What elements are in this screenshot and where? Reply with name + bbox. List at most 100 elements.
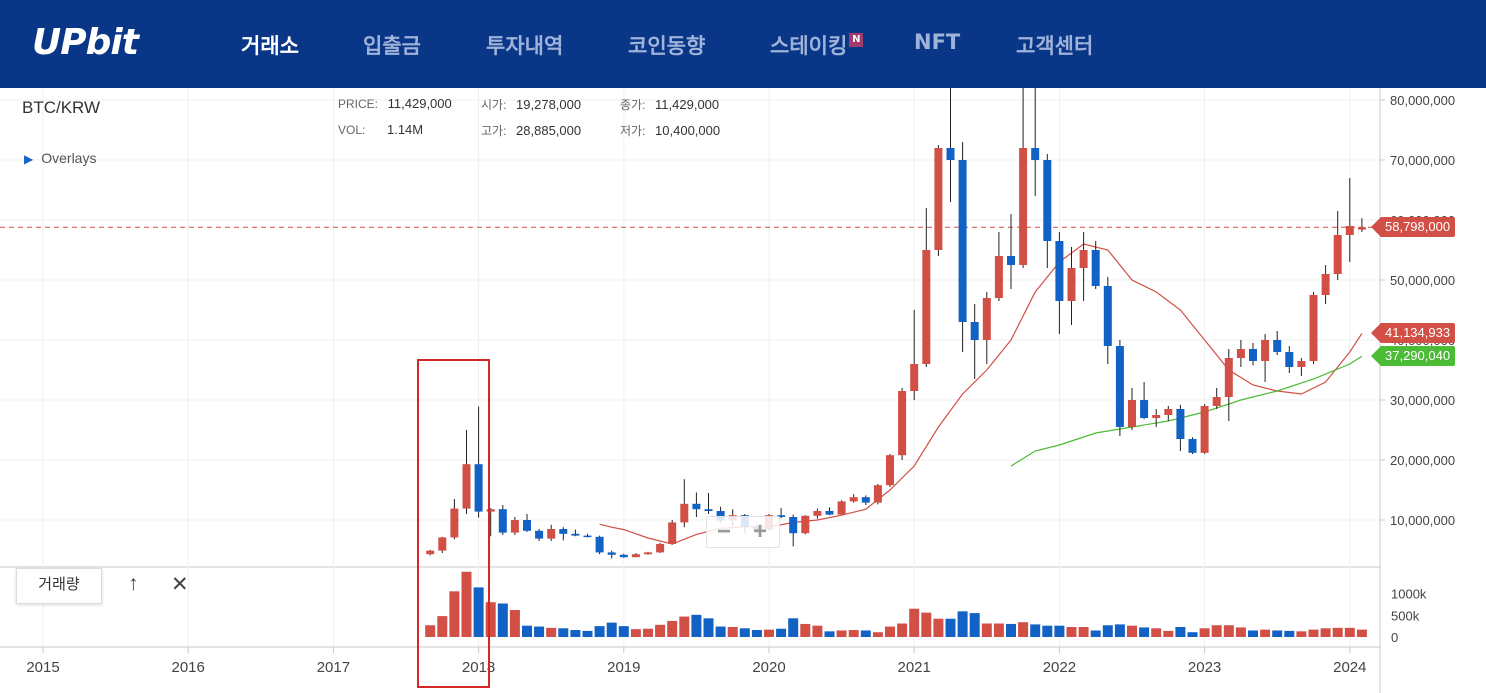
candle bbox=[1285, 346, 1294, 373]
nav-customer-center[interactable]: 고객센터 bbox=[1016, 34, 1094, 58]
volume-bar bbox=[885, 626, 895, 637]
candle-body bbox=[668, 522, 677, 544]
nav-nft[interactable]: NFT bbox=[914, 30, 961, 54]
candle-body bbox=[1067, 268, 1076, 301]
volume-bar bbox=[606, 622, 617, 637]
zoom-out-button[interactable]: − bbox=[717, 518, 732, 545]
candle bbox=[1176, 404, 1185, 451]
arrow-up-icon[interactable]: ↑ bbox=[128, 572, 139, 595]
candle bbox=[910, 310, 919, 400]
volume-panel-label-button[interactable]: 거래량 bbox=[16, 568, 102, 604]
close-icon[interactable]: ✕ bbox=[171, 573, 189, 596]
candle-body bbox=[1273, 340, 1282, 352]
chart-area[interactable]: 2015 2016 2017 2018 2019 2020 2021 2022 2023 2024… bbox=[0, 88, 1486, 693]
candle bbox=[1345, 178, 1354, 262]
candle bbox=[1115, 340, 1124, 436]
candle bbox=[994, 232, 1003, 301]
highlight-box bbox=[417, 359, 490, 688]
y-tick-label: 80,000,000 bbox=[1390, 93, 1455, 108]
volume-bar bbox=[788, 618, 799, 637]
nav-staking[interactable]: 스테이킹 N bbox=[770, 30, 864, 60]
volume-bar bbox=[485, 602, 496, 637]
candle-body bbox=[1031, 148, 1040, 160]
x-tick-label: 2017 bbox=[317, 659, 350, 676]
candle-body bbox=[849, 497, 858, 502]
ma-green-price-tag: 37,290,040 bbox=[1370, 346, 1456, 366]
volume-bar bbox=[473, 587, 484, 637]
volume-bar bbox=[897, 623, 908, 637]
nav-investment-history[interactable]: 투자내역 bbox=[486, 34, 564, 58]
volume-bar bbox=[1248, 630, 1258, 637]
info-open-value: 19,278,000 bbox=[516, 97, 582, 112]
candle bbox=[498, 505, 507, 535]
info-price-label: PRICE: bbox=[338, 97, 379, 111]
candle-body bbox=[1297, 361, 1306, 367]
nav-deposit-withdraw[interactable]: 입출금 bbox=[363, 34, 421, 58]
candle-body bbox=[982, 298, 991, 340]
candle-body bbox=[1236, 349, 1245, 358]
candle-body bbox=[1261, 340, 1270, 361]
volume-bar bbox=[739, 628, 750, 637]
overlays-toggle[interactable]: ▶ Overlays bbox=[24, 150, 96, 166]
candle-body bbox=[861, 497, 870, 503]
top-navigation-bar: UPbit 거래소 입출금 투자내역 코인동향 스테이킹 N NFT 고객센터 bbox=[0, 0, 1486, 88]
market-pair-label: BTC/KRW bbox=[22, 98, 101, 117]
volume-bar bbox=[824, 631, 835, 637]
candle bbox=[1055, 232, 1064, 334]
candle bbox=[813, 508, 822, 519]
x-tick-label: 2018 bbox=[462, 659, 495, 676]
candle-body bbox=[1224, 358, 1233, 397]
candle bbox=[1128, 388, 1136, 430]
candle-body bbox=[970, 322, 979, 340]
volume-bar bbox=[1139, 627, 1150, 637]
info-price: PRICE: 11,429,000 bbox=[338, 96, 452, 111]
volume-bar bbox=[776, 628, 787, 637]
zoom-in-button[interactable]: + bbox=[753, 518, 768, 545]
candle bbox=[789, 514, 798, 547]
candle bbox=[1152, 409, 1161, 427]
volume-axis-ticks: 1000k 500k 0 bbox=[1391, 587, 1427, 646]
candle-body bbox=[1091, 250, 1100, 286]
upbit-logo[interactable]: UPbit bbox=[32, 22, 139, 63]
volume-bar bbox=[860, 630, 871, 637]
candle bbox=[450, 499, 459, 540]
info-volume-label: VOL: bbox=[338, 123, 366, 137]
play-triangle-icon: ▶ bbox=[24, 152, 34, 166]
candle bbox=[486, 508, 495, 537]
volume-bar bbox=[1296, 631, 1307, 637]
volume-bar bbox=[1332, 627, 1343, 637]
volume-bar bbox=[1187, 632, 1198, 637]
candle-body bbox=[1212, 397, 1221, 406]
volume-bar bbox=[509, 610, 520, 637]
candle-body bbox=[898, 391, 907, 456]
candle-body bbox=[523, 520, 531, 531]
candle-body bbox=[1140, 400, 1149, 418]
volume-tick-label: 0 bbox=[1391, 630, 1398, 645]
candle-body bbox=[438, 537, 447, 551]
info-open-label: 시가: bbox=[481, 98, 507, 112]
volume-bar bbox=[1260, 629, 1271, 637]
nav-staking-label: 스테이킹 bbox=[770, 34, 848, 58]
volume-bar bbox=[1078, 626, 1089, 637]
volume-bar bbox=[933, 618, 944, 637]
nav-coin-trends[interactable]: 코인동향 bbox=[628, 34, 706, 58]
volume-bar bbox=[957, 611, 968, 637]
nav-exchange[interactable]: 거래소 bbox=[241, 34, 299, 58]
last-price-tag: 58,798,000 bbox=[1370, 217, 1456, 237]
candle-body bbox=[619, 554, 628, 558]
volume-bar bbox=[969, 613, 980, 637]
candle-body bbox=[656, 544, 665, 553]
candle-body bbox=[680, 503, 689, 523]
volume-bar bbox=[461, 571, 472, 637]
price-chart[interactable]: 2015 2016 2017 2018 2019 2020 2021 2022 2023 2024… bbox=[0, 88, 1486, 693]
candle bbox=[837, 500, 846, 515]
candle-body bbox=[1043, 160, 1052, 241]
candle bbox=[1261, 334, 1270, 382]
candle bbox=[1273, 331, 1282, 355]
y-tick-label: 70,000,000 bbox=[1390, 153, 1455, 168]
y-tick-label: 30,000,000 bbox=[1390, 393, 1455, 408]
volume-bar bbox=[1030, 624, 1041, 637]
candle-body bbox=[607, 552, 616, 555]
x-tick-label: 2020 bbox=[752, 659, 785, 676]
candle-body bbox=[704, 509, 713, 511]
